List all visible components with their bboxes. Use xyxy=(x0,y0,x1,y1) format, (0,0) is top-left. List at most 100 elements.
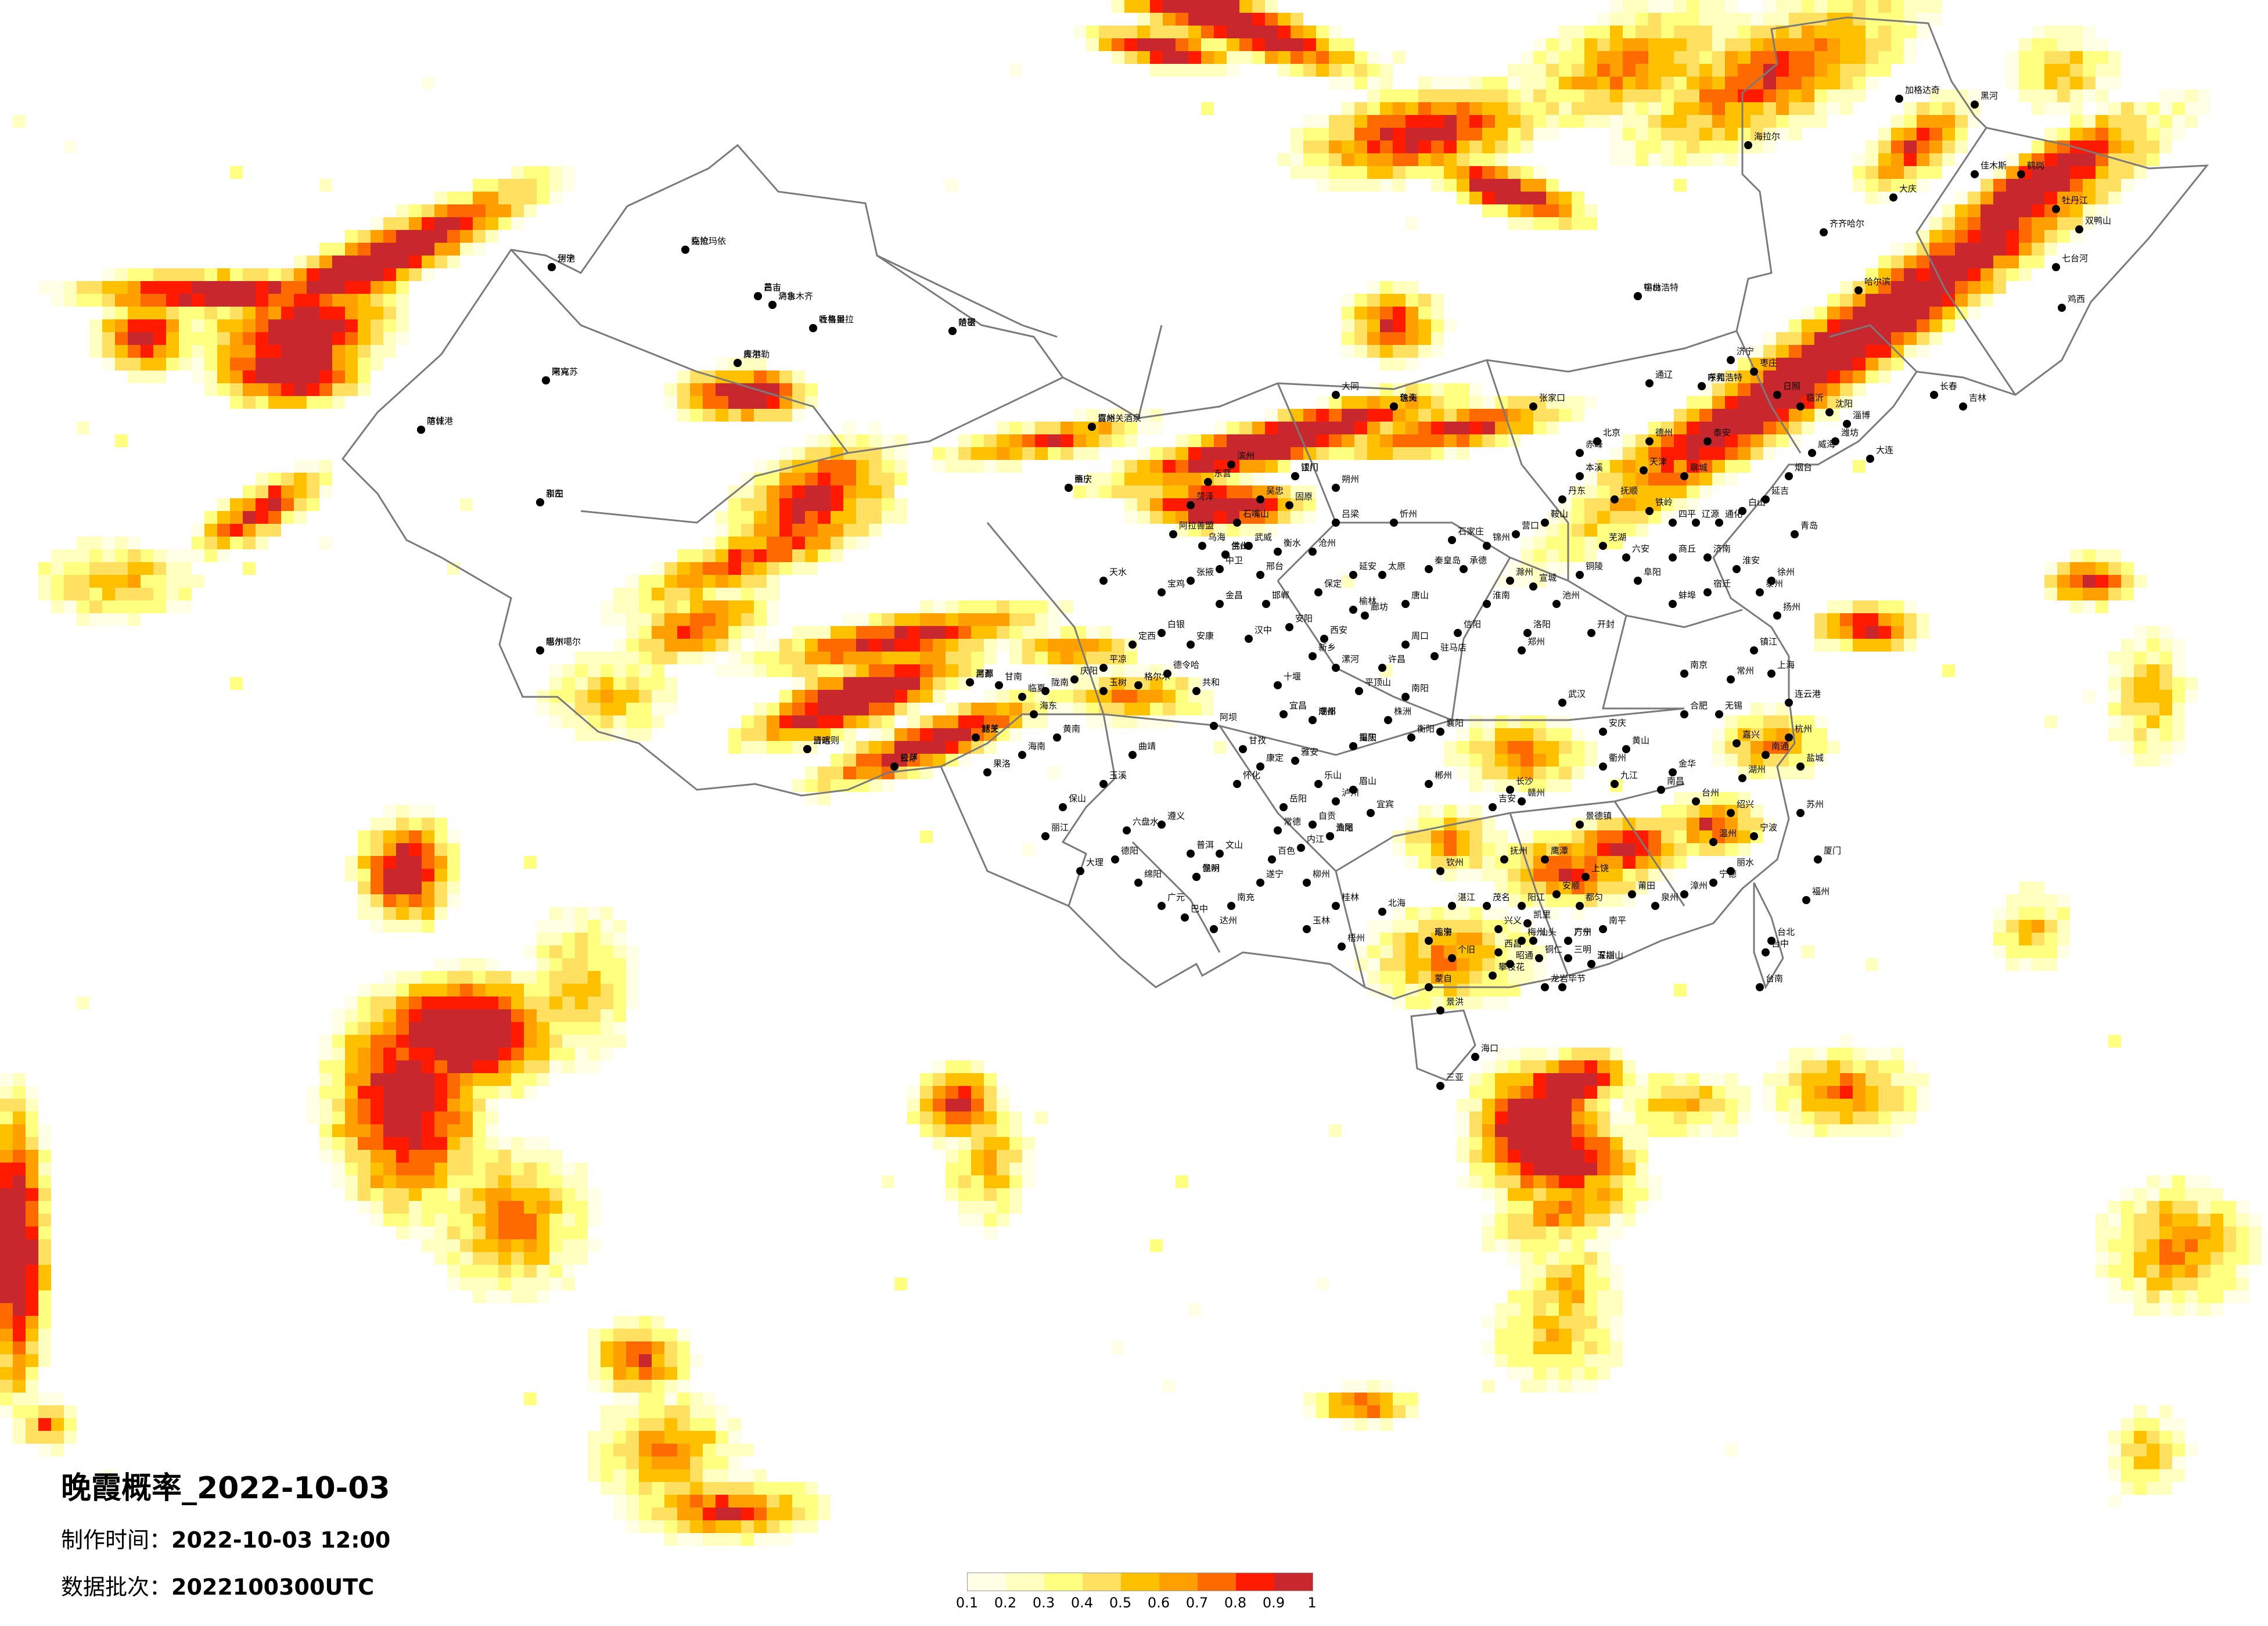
city-dot xyxy=(1622,745,1630,753)
city-label: 清远 xyxy=(813,735,831,746)
legend-swatch xyxy=(1083,1573,1121,1591)
city-marker: 铁岭 xyxy=(1645,497,1673,515)
city-label: 河池 xyxy=(558,253,575,264)
city-label: 新乡 xyxy=(1318,642,1336,653)
city-marker: 梅州 xyxy=(1518,927,1545,945)
city-dot xyxy=(1494,948,1503,956)
city-dot xyxy=(1709,838,1717,846)
city-dot xyxy=(754,292,762,300)
city-label: 达州 xyxy=(1220,915,1237,926)
city-marker: 海南 xyxy=(1018,741,1045,759)
production-time: 制作时间：2022-10-03 12:00 xyxy=(61,1522,390,1554)
province-border xyxy=(1131,841,1221,953)
city-marker: 上饶 xyxy=(1582,863,1609,881)
city-dot xyxy=(1309,716,1317,724)
city-label: 曲靖 xyxy=(1138,741,1156,751)
city-dot xyxy=(1279,710,1288,718)
city-dot xyxy=(1715,519,1723,527)
city-label: 石家庄 xyxy=(1458,526,1484,537)
city-dot xyxy=(1187,577,1195,585)
city-dot xyxy=(1634,577,1642,585)
city-label: 汉中 xyxy=(1255,625,1272,635)
city-label: 康定 xyxy=(1266,753,1284,763)
city-label: 河源 xyxy=(976,668,993,679)
city-dot xyxy=(2075,225,2083,233)
city-dot xyxy=(1564,937,1572,945)
city-marker: 崇左 xyxy=(536,488,563,506)
city-dot xyxy=(1518,937,1526,945)
city-dot xyxy=(734,359,742,367)
city-dot xyxy=(1407,733,1415,742)
city-label: 梧州 xyxy=(1347,933,1365,943)
city-marker: 泸州 xyxy=(1332,787,1359,805)
city-dot xyxy=(1529,937,1537,945)
city-label: 巴中 xyxy=(1191,904,1208,914)
city-dot xyxy=(1785,699,1793,707)
city-label: 喀什 xyxy=(427,416,444,426)
city-label: 玉林 xyxy=(1313,915,1330,926)
city-label: 周口 xyxy=(1411,631,1429,641)
city-marker: 襄阳 xyxy=(1436,718,1464,736)
city-marker: 周口 xyxy=(1401,631,1429,649)
city-marker: 许昌 xyxy=(1378,654,1406,672)
city-dot xyxy=(1332,519,1340,527)
province-border xyxy=(1410,1009,1476,1081)
city-marker: 朔州 xyxy=(1332,474,1359,492)
city-dot xyxy=(1756,588,1764,596)
data-batch-value: 2022100300UTC xyxy=(171,1574,375,1600)
data-batch-label: 数据批次： xyxy=(61,1574,172,1600)
city-label: 平凉 xyxy=(1109,654,1127,664)
city-label: 温州 xyxy=(1719,828,1737,839)
city-label: 甘南 xyxy=(1005,671,1022,682)
city-marker: 铜仁 xyxy=(1535,944,1562,962)
city-label: 文山 xyxy=(1225,840,1243,850)
city-marker: 廊坊 xyxy=(1361,602,1388,620)
city-dot xyxy=(1587,629,1595,637)
city-marker: 双鸭山 xyxy=(2075,215,2111,233)
city-dot xyxy=(1669,768,1677,776)
city-marker: 汕头 xyxy=(1529,927,1557,945)
city-dot xyxy=(1401,600,1410,608)
city-marker: 镇江 xyxy=(1750,636,1777,654)
province-border xyxy=(1486,359,1569,581)
city-marker: 汕尾 xyxy=(1326,822,1353,840)
city-marker: 黄南 xyxy=(1053,724,1080,742)
city-marker: 石嘴山 xyxy=(1233,509,1269,527)
city-dot xyxy=(1332,484,1340,492)
city-marker: 临沂 xyxy=(1796,393,1824,411)
city-dot xyxy=(1268,855,1276,864)
city-dot xyxy=(1274,681,1282,689)
city-marker: 东营 xyxy=(1204,468,1231,486)
city-marker: 丹东 xyxy=(1558,485,1586,503)
city-dot xyxy=(1227,461,1235,469)
city-label: 吉林 xyxy=(1969,393,1986,403)
city-label: 深圳 xyxy=(1597,950,1615,961)
city-label: 无锡 xyxy=(1725,700,1742,711)
city-label: 徐州 xyxy=(1777,567,1795,577)
city-label: 承德 xyxy=(1469,555,1487,566)
city-label: 贺州 xyxy=(1098,413,1115,423)
city-marker: 三明 xyxy=(1564,944,1591,962)
city-marker: 吉安 xyxy=(1489,793,1516,811)
city-marker: 郴州 xyxy=(1425,770,1452,788)
city-dot xyxy=(1930,391,1938,399)
city-dot xyxy=(1216,600,1224,608)
city-label: 海拉尔 xyxy=(1754,131,1780,142)
city-dot xyxy=(1256,571,1264,579)
city-marker: 钦州 xyxy=(1436,857,1464,875)
city-dot xyxy=(1506,960,1514,968)
city-marker: 辽源 xyxy=(1692,509,1719,527)
city-label: 台中 xyxy=(1771,938,1789,949)
production-time-value: 2022-10-03 12:00 xyxy=(171,1527,391,1553)
city-dot xyxy=(1640,466,1648,474)
city-label: 郴州 xyxy=(1435,770,1452,780)
city-label: 库尔勒 xyxy=(743,349,770,359)
city-label: 延吉 xyxy=(1771,485,1789,496)
province-border xyxy=(1829,324,1918,373)
city-label: 扬州 xyxy=(1783,602,1800,612)
city-label: 泸州 xyxy=(1342,787,1359,798)
city-marker: 青岛 xyxy=(1791,520,1818,538)
city-marker: 平顶山 xyxy=(1355,677,1391,695)
city-marker: 果洛 xyxy=(983,758,1011,776)
